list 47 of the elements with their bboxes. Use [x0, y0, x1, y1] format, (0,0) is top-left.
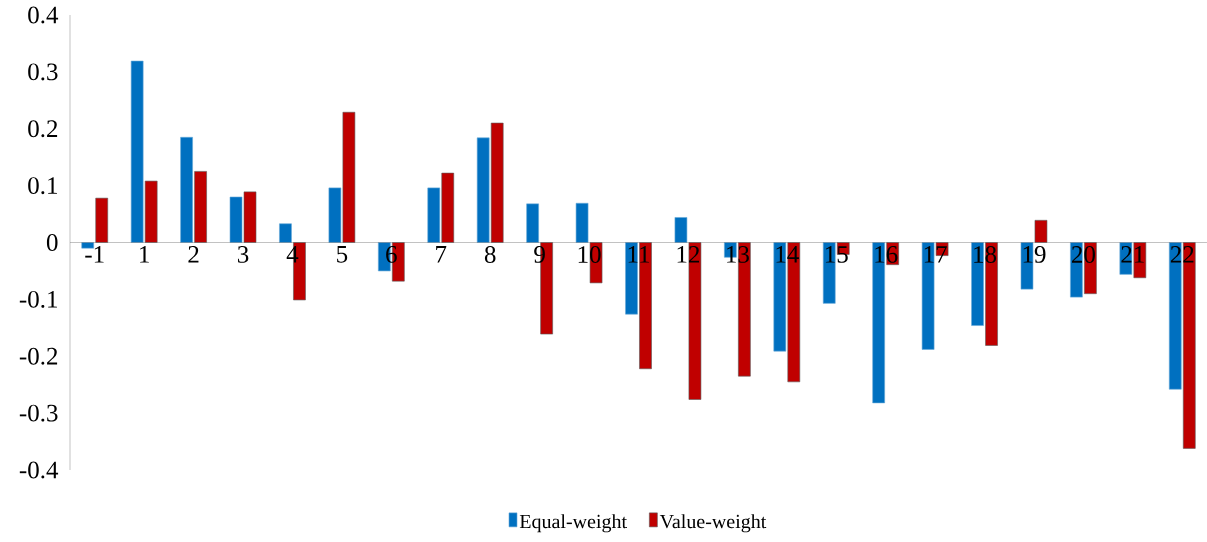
bar [279, 223, 292, 243]
x-tick-label: 20 [1072, 246, 1095, 263]
bar [427, 187, 441, 243]
bar [490, 122, 504, 243]
bar [1034, 220, 1048, 243]
bar [328, 187, 342, 243]
bar [526, 203, 539, 243]
bar [229, 196, 243, 243]
x-tick-label: 16 [875, 246, 898, 263]
bar [674, 217, 688, 243]
y-tick-label: -0.4 [19, 461, 59, 479]
x-tick-label: 8 [484, 246, 496, 263]
x-tick-label: 1 [140, 246, 149, 263]
x-tick-label: 6 [386, 246, 397, 263]
x-tick-label: 21 [1121, 246, 1144, 263]
bar [342, 111, 356, 243]
x-tick-label: 14 [776, 246, 799, 263]
bar [441, 172, 455, 243]
bar [95, 197, 109, 243]
x-tick-label: 2 [188, 246, 199, 263]
x-tick-label: 5 [337, 246, 348, 263]
legend-label: Equal-weight [519, 514, 627, 533]
bar [575, 202, 589, 243]
y-tick-label: 0.2 [28, 120, 58, 138]
x-tick-label: 17 [924, 246, 947, 263]
bar [144, 180, 158, 243]
y-tick-label: 0.1 [28, 177, 57, 195]
x-tick-label: 15 [825, 246, 848, 263]
y-tick-label: -0.1 [19, 290, 57, 308]
bar [180, 136, 193, 243]
x-tick-label: 13 [727, 246, 749, 263]
bar [243, 191, 257, 243]
bar [476, 137, 490, 243]
bar [194, 171, 207, 243]
y-tick-label: 0.3 [28, 63, 58, 81]
x-tick-label: 3 [237, 246, 249, 263]
x-tick-label: 22 [1170, 246, 1194, 263]
legend-label: Value-weight [659, 514, 767, 533]
x-tick-label: 7 [436, 246, 447, 263]
y-tick-label: 0.4 [28, 6, 59, 24]
y-tick-label: -0.2 [19, 347, 58, 365]
x-tick-label: 11 [628, 246, 650, 263]
y-tick-label: -0.3 [19, 404, 58, 422]
y-tick-label: 0 [46, 234, 58, 251]
x-tick-label: 18 [974, 246, 997, 263]
bar [130, 60, 144, 243]
x-tick-label: -1 [85, 246, 104, 263]
